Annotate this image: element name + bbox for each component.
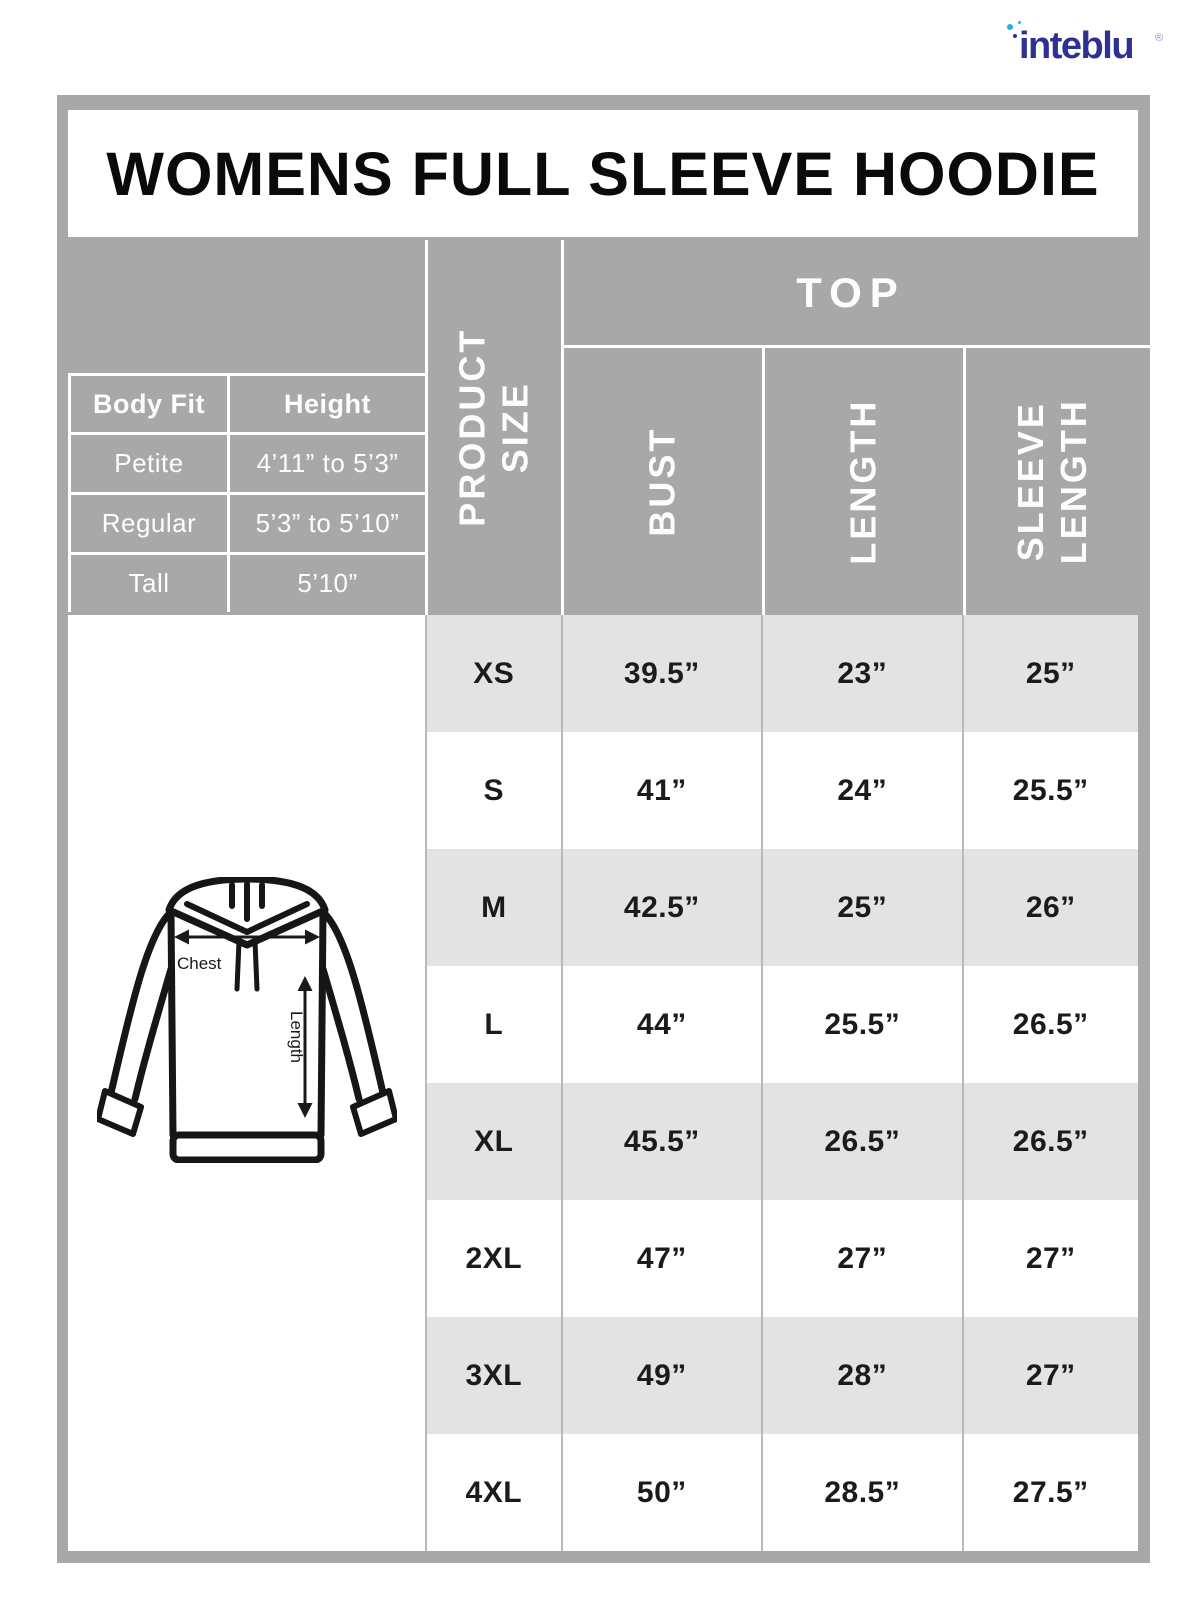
cell-length: 24” [761, 732, 961, 849]
cell-length: 25” [761, 849, 961, 966]
body-fit-header: Body Fit [93, 388, 205, 419]
cell-bust: 39.5” [560, 615, 761, 732]
table-row: 2XL 47” 27” 27” [427, 1200, 1138, 1317]
cell-sleeve-length: 27.5” [961, 1434, 1139, 1551]
body-fit-value: Regular [101, 508, 197, 538]
hoodie-torso-outline [167, 908, 176, 1139]
cell-product-size: XS [473, 656, 515, 690]
logo-sparkle-dot-icon [1018, 21, 1021, 24]
hoodie-hood-opening [183, 901, 310, 935]
cell-bust: 44” [560, 966, 761, 1083]
hoodie-hood-flap [165, 906, 328, 949]
gridline [68, 432, 425, 435]
chest-label: Chest [177, 954, 222, 973]
length-column-header: LENGTH [765, 348, 960, 615]
brand-name: inteblu [1019, 25, 1135, 67]
table-row: 3XL 49” 28” 27” [427, 1317, 1138, 1434]
cell-product-size: L [484, 1007, 504, 1041]
logo-sparkle-dot-icon [1007, 24, 1013, 30]
cell-sleeve-length: 25.5” [961, 732, 1139, 849]
hoodie-sleeve [319, 908, 386, 1097]
hoodie-diagram-illustration: Chest Length [96, 877, 397, 1163]
hoodie-cuff [96, 1088, 144, 1137]
table-row: S 41” 24” 25.5” [427, 732, 1138, 849]
cell-product-size: S [483, 773, 505, 807]
cell-sleeve-length: 26.5” [961, 966, 1139, 1083]
height-value: 5’3” to 5’10” [255, 508, 400, 538]
sleeve-length-header-line: SLEEVE [1009, 401, 1051, 562]
hoodie-diagram-cell: Chest Length [68, 615, 425, 1551]
gridline [762, 348, 765, 615]
cell-bust: 47” [560, 1200, 761, 1317]
brand-logo: inteblu ® [995, 12, 1195, 82]
hoodie-sleeve [107, 908, 174, 1097]
hoodie-sleeve [319, 965, 362, 1103]
product-size-header: PRODUCT SIZE [428, 240, 558, 615]
hoodie-cuff [349, 1088, 397, 1137]
cell-length: 23” [761, 615, 961, 732]
hoodie-torso-outline [317, 908, 326, 1139]
logo-sparkle-dot-icon [1013, 34, 1017, 38]
cell-sleeve-length: 27” [961, 1317, 1139, 1434]
table-row: M 42.5” 25” 26” [427, 849, 1138, 966]
cell-product-size: XL [474, 1124, 514, 1158]
sleeve-length-header-line: LENGTH [1053, 398, 1094, 565]
gridline [68, 552, 425, 555]
cell-sleeve-length: 27” [961, 1200, 1139, 1317]
cell-length: 26.5” [761, 1083, 961, 1200]
hoodie-sleeve [131, 965, 174, 1103]
length-label: Length [287, 1011, 306, 1063]
height-header: Height [284, 388, 371, 419]
height-value: 4’11” to 5’3” [256, 448, 399, 478]
bust-header-label: BUST [640, 426, 682, 537]
gridline [68, 492, 425, 495]
hoodie-drawstring [252, 938, 259, 992]
body-fit-value: Petite [114, 448, 184, 478]
hoodie-hood-outline [165, 877, 328, 914]
cell-product-size: 2XL [465, 1241, 523, 1275]
product-size-header-line: SIZE [494, 381, 535, 474]
gridline [68, 373, 425, 376]
page-title: WOMENS FULL SLEEVE HOODIE [106, 139, 1100, 208]
cell-length: 25.5” [761, 966, 961, 1083]
length-header-label: LENGTH [841, 398, 883, 565]
cell-product-size: M [481, 890, 507, 924]
top-group-header: TOP [796, 268, 906, 316]
table-row: XS 39.5” 23” 25” [427, 615, 1138, 732]
cell-sleeve-length: 26” [961, 849, 1139, 966]
table-row: XL 45.5” 26.5” 26.5” [427, 1083, 1138, 1200]
hoodie-hem [169, 1131, 324, 1163]
cell-bust: 41” [560, 732, 761, 849]
sleeve-length-column-header: SLEEVE LENGTH [966, 348, 1138, 615]
gridline [564, 345, 1150, 348]
gridline [561, 240, 564, 615]
bust-column-header: BUST [564, 348, 759, 615]
cell-sleeve-length: 26.5” [961, 1083, 1139, 1200]
cell-sleeve-length: 25” [961, 615, 1139, 732]
cell-bust: 49” [560, 1317, 761, 1434]
cell-bust: 45.5” [560, 1083, 761, 1200]
gridline [425, 240, 428, 615]
chart-frame: WOMENS FULL SLEEVE HOODIE Body Fit Heigh… [57, 95, 1150, 1563]
product-size-header-line: PRODUCT [450, 328, 492, 527]
registered-trademark-symbol: ® [1155, 32, 1164, 44]
table-row: L 44” 25.5” 26.5” [427, 966, 1138, 1083]
cell-length: 27” [761, 1200, 961, 1317]
cell-product-size: 3XL [465, 1358, 523, 1392]
cell-bust: 42.5” [560, 849, 761, 966]
body-fit-value: Tall [128, 568, 170, 598]
cell-bust: 50” [560, 1434, 761, 1551]
size-data-table: XS 39.5” 23” 25” S 41” 24” 25.5” M 42.5”… [425, 615, 1138, 1551]
title-bar: WOMENS FULL SLEEVE HOODIE [68, 110, 1138, 237]
height-value: 5’10” [297, 568, 358, 598]
cell-length: 28.5” [761, 1434, 961, 1551]
table-row: 4XL 50” 28.5” 27.5” [427, 1434, 1138, 1551]
cell-product-size: 4XL [465, 1475, 523, 1509]
hoodie-drawstring [234, 938, 241, 992]
gridline [963, 348, 966, 615]
cell-length: 28” [761, 1317, 961, 1434]
